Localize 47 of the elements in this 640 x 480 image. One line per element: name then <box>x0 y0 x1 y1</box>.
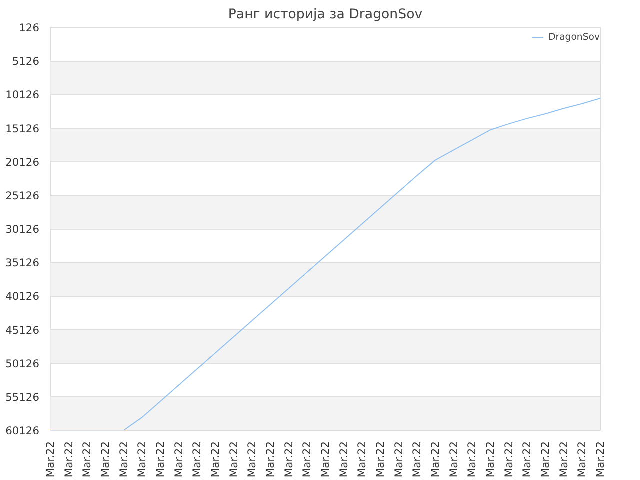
x-tick-label: Mar.22 <box>539 441 552 478</box>
x-tick-label: Mar.22 <box>246 441 259 478</box>
x-tick-label: Mar.22 <box>410 441 424 478</box>
x-tick-label: Mar.22 <box>557 441 570 478</box>
x-tick-label: Mar.22 <box>502 441 516 478</box>
x-tick-label: Mar.22 <box>99 441 112 478</box>
x-tick-label: Mar.22 <box>337 441 350 478</box>
x-tick-label: Mar.22 <box>190 441 204 478</box>
y-tick-label: 10126 <box>6 88 40 102</box>
y-tick-label: 30126 <box>6 223 40 236</box>
x-tick-label: Mar.22 <box>227 441 240 478</box>
legend-label: DragonSov <box>548 32 600 42</box>
x-tick-label: Mar.22 <box>62 441 76 478</box>
x-tick-label: Mar.22 <box>80 441 94 478</box>
x-tick-label: Mar.22 <box>374 441 387 478</box>
x-tick-label: Mar.22 <box>594 441 607 478</box>
x-tick-label: Mar.22 <box>447 441 460 478</box>
x-tick-label: Mar.22 <box>484 441 497 478</box>
y-tick-label: 40126 <box>6 290 40 304</box>
x-tick-label: Mar.22 <box>466 441 479 478</box>
x-tick-label: Mar.22 <box>520 441 534 478</box>
x-tick-label: Mar.22 <box>356 441 369 478</box>
y-tick-label: 15126 <box>6 122 40 136</box>
x-tick-label: Mar.22 <box>172 441 186 478</box>
x-tick-label: Mar.22 <box>209 441 222 478</box>
y-tick-label: 55126 <box>6 390 40 404</box>
y-tick-label: 126 <box>19 22 40 34</box>
x-tick-label: Mar.22 <box>300 441 314 478</box>
x-tick-label: Mar.22 <box>392 441 406 478</box>
y-tick-label: 50126 <box>6 357 40 370</box>
y-tick-label: 35126 <box>6 256 40 270</box>
chart-title: Ранг историја за DragonSov <box>228 8 423 22</box>
x-tick-label: Mar.22 <box>282 441 296 478</box>
y-tick-label: 60126 <box>6 424 40 438</box>
x-tick-label: Mar.22 <box>154 441 167 478</box>
x-tick-label: Mar.22 <box>117 441 130 478</box>
x-tick-label: Mar.22 <box>319 441 332 478</box>
x-tick-label: Mar.22 <box>429 441 442 478</box>
x-tick-label: Mar.22 <box>264 441 277 478</box>
y-tick-label: 45126 <box>6 324 40 337</box>
line-series <box>50 98 600 430</box>
x-tick-label: Mar.22 <box>576 441 589 478</box>
x-tick-label: Mar.22 <box>44 441 57 478</box>
x-tick-label: Mar.22 <box>136 441 149 478</box>
y-tick-label: 25126 <box>6 189 40 202</box>
y-tick-label: 20126 <box>6 156 40 169</box>
y-tick-label: 5126 <box>12 55 40 68</box>
